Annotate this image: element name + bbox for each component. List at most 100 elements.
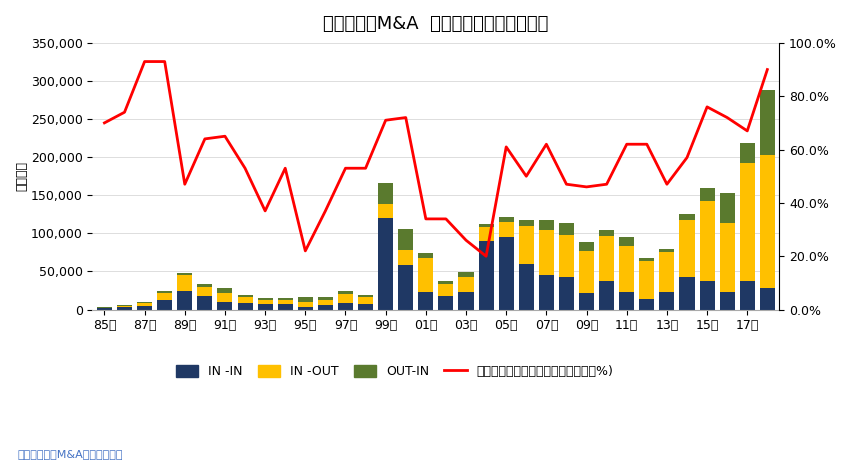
- Bar: [117, 307, 132, 310]
- クロスボーダー案件が占める割合（%): [341, 165, 351, 171]
- Bar: [318, 300, 333, 305]
- Bar: [659, 249, 675, 252]
- Bar: [760, 90, 774, 155]
- Bar: [458, 277, 474, 292]
- Bar: [358, 304, 373, 310]
- Bar: [418, 292, 434, 310]
- Bar: [378, 204, 394, 218]
- クロスボーダー案件が占める割合（%): [100, 120, 110, 126]
- クロスボーダー案件が占める割合（%): [541, 141, 551, 147]
- Bar: [439, 280, 453, 284]
- Bar: [659, 292, 675, 310]
- Bar: [278, 304, 293, 310]
- Bar: [479, 241, 493, 310]
- Bar: [679, 213, 694, 219]
- Bar: [318, 305, 333, 310]
- Bar: [458, 272, 474, 277]
- クロスボーダー案件が占める割合（%): [199, 136, 210, 142]
- Bar: [479, 227, 493, 241]
- Text: 出所：レコフM&Aデータベース: 出所：レコフM&Aデータベース: [17, 450, 123, 459]
- クロスボーダー案件が占める割合（%): [481, 254, 492, 259]
- Bar: [699, 201, 715, 280]
- クロスボーダー案件が占める割合（%): [300, 248, 310, 254]
- Bar: [720, 292, 734, 310]
- Bar: [439, 296, 453, 310]
- クロスボーダー案件が占める割合（%): [220, 134, 230, 139]
- Bar: [318, 298, 333, 300]
- クロスボーダー案件が占める割合（%): [622, 141, 632, 147]
- Bar: [639, 299, 654, 310]
- Bar: [217, 302, 233, 310]
- Bar: [198, 284, 212, 287]
- クロスボーダー案件が占める割合（%): [320, 208, 331, 213]
- クロスボーダー案件が占める割合（%): [662, 182, 672, 187]
- Bar: [760, 155, 774, 288]
- Bar: [559, 235, 574, 277]
- Bar: [177, 273, 193, 275]
- Bar: [579, 293, 594, 310]
- Bar: [659, 252, 675, 292]
- Bar: [498, 217, 514, 222]
- クロスボーダー案件が占める割合（%): [702, 104, 712, 109]
- クロスボーダー案件が占める割合（%): [360, 165, 371, 171]
- Bar: [97, 308, 112, 309]
- クロスボーダー案件が占める割合（%): [521, 173, 532, 179]
- クロスボーダー案件が占める割合（%): [501, 144, 511, 150]
- Bar: [97, 309, 112, 310]
- Bar: [157, 291, 172, 293]
- クロスボーダー案件が占める割合（%): [763, 67, 773, 73]
- Bar: [740, 163, 755, 280]
- Bar: [559, 224, 574, 235]
- クロスボーダー案件が占める割合（%): [561, 182, 572, 187]
- クロスボーダー案件が占める割合（%): [159, 59, 170, 64]
- クロスボーダー案件が占める割合（%): [180, 182, 190, 187]
- Bar: [358, 297, 373, 304]
- クロスボーダー案件が占める割合（%): [381, 117, 391, 123]
- Bar: [418, 253, 434, 258]
- クロスボーダー案件が占める割合（%): [119, 109, 130, 115]
- Bar: [137, 302, 153, 303]
- クロスボーダー案件が占める割合（%): [140, 59, 150, 64]
- Bar: [278, 298, 293, 300]
- Bar: [458, 292, 474, 310]
- クロスボーダー案件が占める割合（%): [421, 216, 431, 222]
- クロスボーダー案件が占める割合（%): [682, 155, 692, 160]
- Bar: [639, 258, 654, 261]
- クロスボーダー案件が占める割合（%): [722, 115, 732, 120]
- Legend: IN -IN, IN -OUT, OUT-IN, クロスボーダー案件が占める割合（%): IN -IN, IN -OUT, OUT-IN, クロスボーダー案件が占める割合…: [170, 360, 619, 383]
- Bar: [699, 280, 715, 310]
- Bar: [338, 303, 353, 310]
- Bar: [238, 304, 252, 310]
- Bar: [439, 284, 453, 296]
- Bar: [257, 304, 273, 310]
- クロスボーダー案件が占める割合（%): [581, 184, 591, 190]
- クロスボーダー案件が占める割合（%): [280, 165, 291, 171]
- Bar: [137, 306, 153, 310]
- Bar: [177, 275, 193, 291]
- Bar: [157, 293, 172, 300]
- Bar: [217, 288, 233, 293]
- Bar: [579, 242, 594, 251]
- Bar: [217, 293, 233, 302]
- Bar: [599, 281, 614, 310]
- Bar: [720, 193, 734, 224]
- Bar: [257, 298, 273, 300]
- Bar: [398, 229, 413, 250]
- Bar: [720, 224, 734, 292]
- Bar: [579, 251, 594, 293]
- Bar: [679, 219, 694, 277]
- Bar: [538, 275, 554, 310]
- Bar: [519, 264, 534, 310]
- クロスボーダー案件が占める割合（%): [602, 182, 612, 187]
- Bar: [619, 237, 634, 246]
- Bar: [498, 237, 514, 310]
- Bar: [398, 250, 413, 265]
- Bar: [599, 236, 614, 281]
- Bar: [538, 220, 554, 230]
- Bar: [418, 258, 434, 292]
- Bar: [137, 303, 153, 306]
- Bar: [498, 222, 514, 237]
- Bar: [257, 300, 273, 304]
- Bar: [599, 230, 614, 236]
- Bar: [198, 296, 212, 310]
